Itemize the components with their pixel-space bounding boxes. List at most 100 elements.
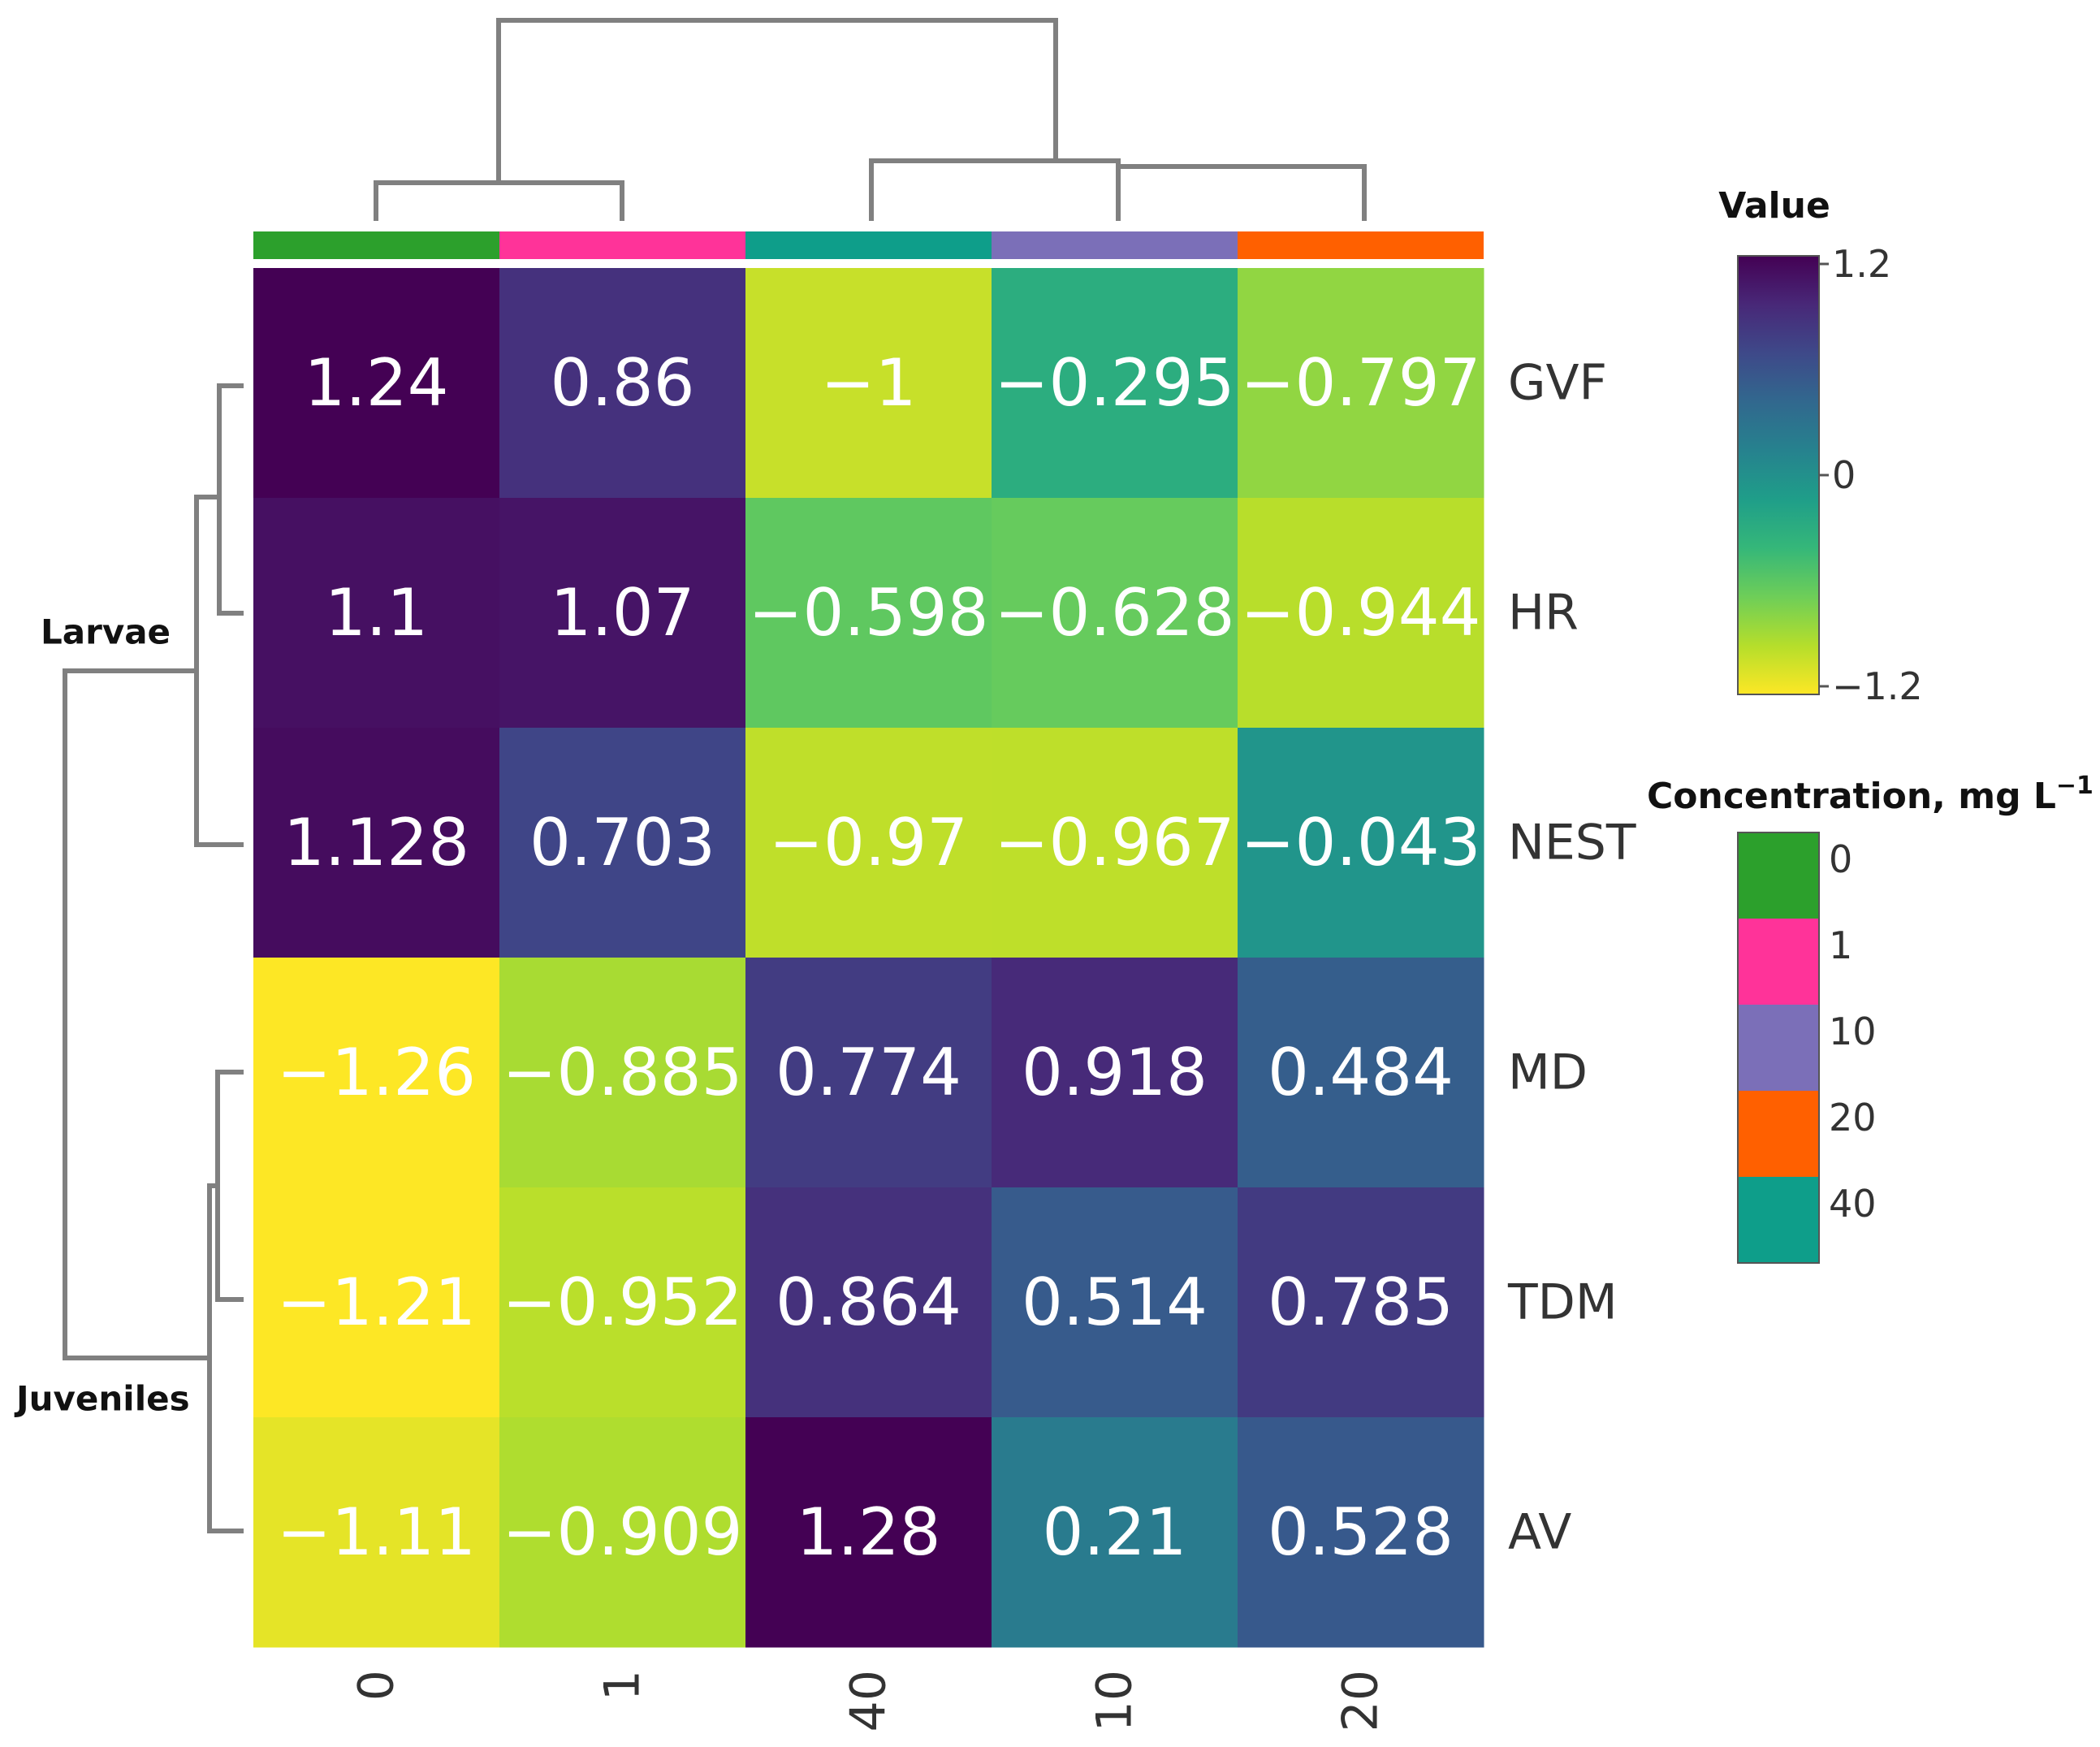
cell-value-label: 1.28	[796, 1494, 940, 1570]
concentration-label-1: 1	[1829, 923, 1852, 967]
column-label-40: 40	[840, 1670, 897, 1732]
heatmap-cell	[1238, 1417, 1484, 1648]
group-label-larvae: Larvae	[41, 612, 171, 652]
cell-value-label: −0.797	[1240, 345, 1480, 421]
annotation-swatch-col-0	[253, 231, 499, 259]
heatmap-cell	[1238, 268, 1484, 499]
row-label-hr: HR	[1508, 585, 1579, 642]
concentration-swatch-0	[1738, 832, 1819, 919]
cell-value-label: −0.295	[994, 345, 1234, 421]
row-label-md: MD	[1508, 1044, 1588, 1101]
cell-value-label: −1.26	[277, 1035, 476, 1110]
concentration-label-10: 10	[1829, 1010, 1877, 1053]
annotation-swatch-col-40	[745, 231, 992, 259]
row-labels: GVF HR NEST MD TDM AV	[1507, 355, 1636, 1561]
cell-value-label: −0.97	[769, 805, 968, 880]
cell-value-label: −0.598	[748, 575, 988, 651]
heatmap-cell	[745, 1417, 992, 1648]
cell-value-label: 0.774	[776, 1035, 961, 1110]
cell-value-label: −0.885	[502, 1035, 742, 1110]
heatmap-cell	[745, 958, 992, 1188]
heatmap-cell	[992, 498, 1238, 729]
cell-value-label: 0.86	[550, 345, 694, 421]
heatmap-cell	[253, 1417, 500, 1648]
cell-value-label: 1.07	[550, 575, 694, 651]
heatmap-cell	[1238, 498, 1484, 729]
cell-value-label: 0.864	[776, 1265, 961, 1340]
heatmap-cell	[499, 498, 746, 729]
cell-value-label: 1.24	[304, 345, 448, 421]
heatmap-cell	[499, 1187, 746, 1418]
cell-value-label: 0.703	[529, 805, 715, 880]
cell-value-label: −0.952	[502, 1265, 742, 1340]
heatmap-cell	[992, 1417, 1238, 1648]
annotation-swatch-col-10	[992, 231, 1238, 259]
cell-value-label: 0.785	[1268, 1265, 1454, 1340]
concentration-swatch-40	[1738, 1177, 1819, 1263]
heatmap-cell	[992, 958, 1238, 1188]
heatmap-cell	[253, 728, 500, 958]
annotation-swatch-col-1	[499, 231, 745, 259]
heatmap-cell	[253, 1187, 500, 1418]
cell-value-label: −0.043	[1240, 805, 1480, 880]
colorbar-tick-label: −1.2	[1832, 664, 1923, 708]
row-label-gvf: GVF	[1508, 355, 1607, 412]
column-label-1: 1	[594, 1670, 651, 1701]
cell-value-label: 1.1	[325, 575, 428, 651]
annotation-swatch-col-20	[1238, 231, 1484, 259]
column-label-20: 20	[1333, 1670, 1389, 1732]
cell-value-label: −0.628	[994, 575, 1234, 651]
row-label-av: AV	[1508, 1504, 1571, 1561]
colorbar-tick-label: 1.2	[1832, 242, 1891, 286]
heatmap-cells: 1.24 0.86 −1 −0.295 −0.797 1.1 1.07 −0.598 −0.62…	[253, 268, 1484, 1648]
cell-value-label: 0.528	[1268, 1494, 1454, 1570]
concentration-legend-title: Concentration, mg L−1	[1647, 772, 2094, 817]
value-colorbar	[1737, 255, 1820, 695]
column-annotation-bar	[253, 231, 1484, 259]
value-legend-title: Value	[1718, 185, 1830, 227]
cell-value-label: −0.909	[502, 1494, 742, 1570]
row-label-tdm: TDM	[1507, 1274, 1618, 1331]
concentration-swatch-20	[1738, 1091, 1819, 1177]
heatmap-cell	[745, 1187, 992, 1418]
heatmap-cell	[499, 1417, 746, 1648]
column-label-0: 0	[348, 1670, 405, 1701]
heatmap-cell	[253, 958, 500, 1188]
cell-value-label: 0.514	[1022, 1265, 1208, 1340]
heatmap-cell	[992, 268, 1238, 499]
heatmap-cell	[745, 268, 992, 499]
heatmap-cell	[499, 958, 746, 1188]
cell-value-label: −0.967	[994, 805, 1234, 880]
cell-value-label: −1	[821, 345, 917, 421]
row-dendrogram	[63, 383, 244, 1533]
heatmap-cell	[253, 268, 500, 499]
value-colorbar-legend: Value 1.2 0 −1.2	[1718, 185, 1923, 708]
heatmap-cell	[992, 728, 1238, 958]
heatmap-cell	[499, 268, 746, 499]
cell-value-label: −0.944	[1240, 575, 1480, 651]
cell-value-label: 1.128	[283, 805, 469, 880]
cell-value-label: 0.918	[1022, 1035, 1208, 1110]
cell-value-label: 0.484	[1268, 1035, 1454, 1110]
column-dendrogram	[374, 18, 1367, 221]
colorbar-tick-label: 0	[1832, 453, 1856, 497]
concentration-legend: Concentration, mg L−1 0 1 10 20 40	[1647, 772, 2094, 1264]
row-label-nest: NEST	[1508, 815, 1636, 871]
heatmap-cell	[1238, 958, 1484, 1188]
concentration-swatch-1	[1738, 919, 1819, 1005]
cell-value-label: 0.21	[1042, 1494, 1186, 1570]
heatmap-cell	[1238, 1187, 1484, 1418]
concentration-swatch-10	[1738, 1005, 1819, 1091]
heatmap-cell	[992, 1187, 1238, 1418]
heatmap-cell	[745, 728, 992, 958]
heatmap-cell	[499, 728, 746, 958]
concentration-label-20: 20	[1829, 1096, 1877, 1139]
heatmap-cell	[253, 498, 500, 729]
heatmap-cell	[1238, 728, 1484, 958]
column-labels: 0 1 40 10 20	[348, 1670, 1389, 1732]
column-label-10: 10	[1087, 1670, 1143, 1732]
concentration-label-40: 40	[1829, 1182, 1877, 1226]
group-label-juveniles: Juveniles	[14, 1379, 190, 1419]
cell-value-label: −1.21	[277, 1265, 476, 1340]
